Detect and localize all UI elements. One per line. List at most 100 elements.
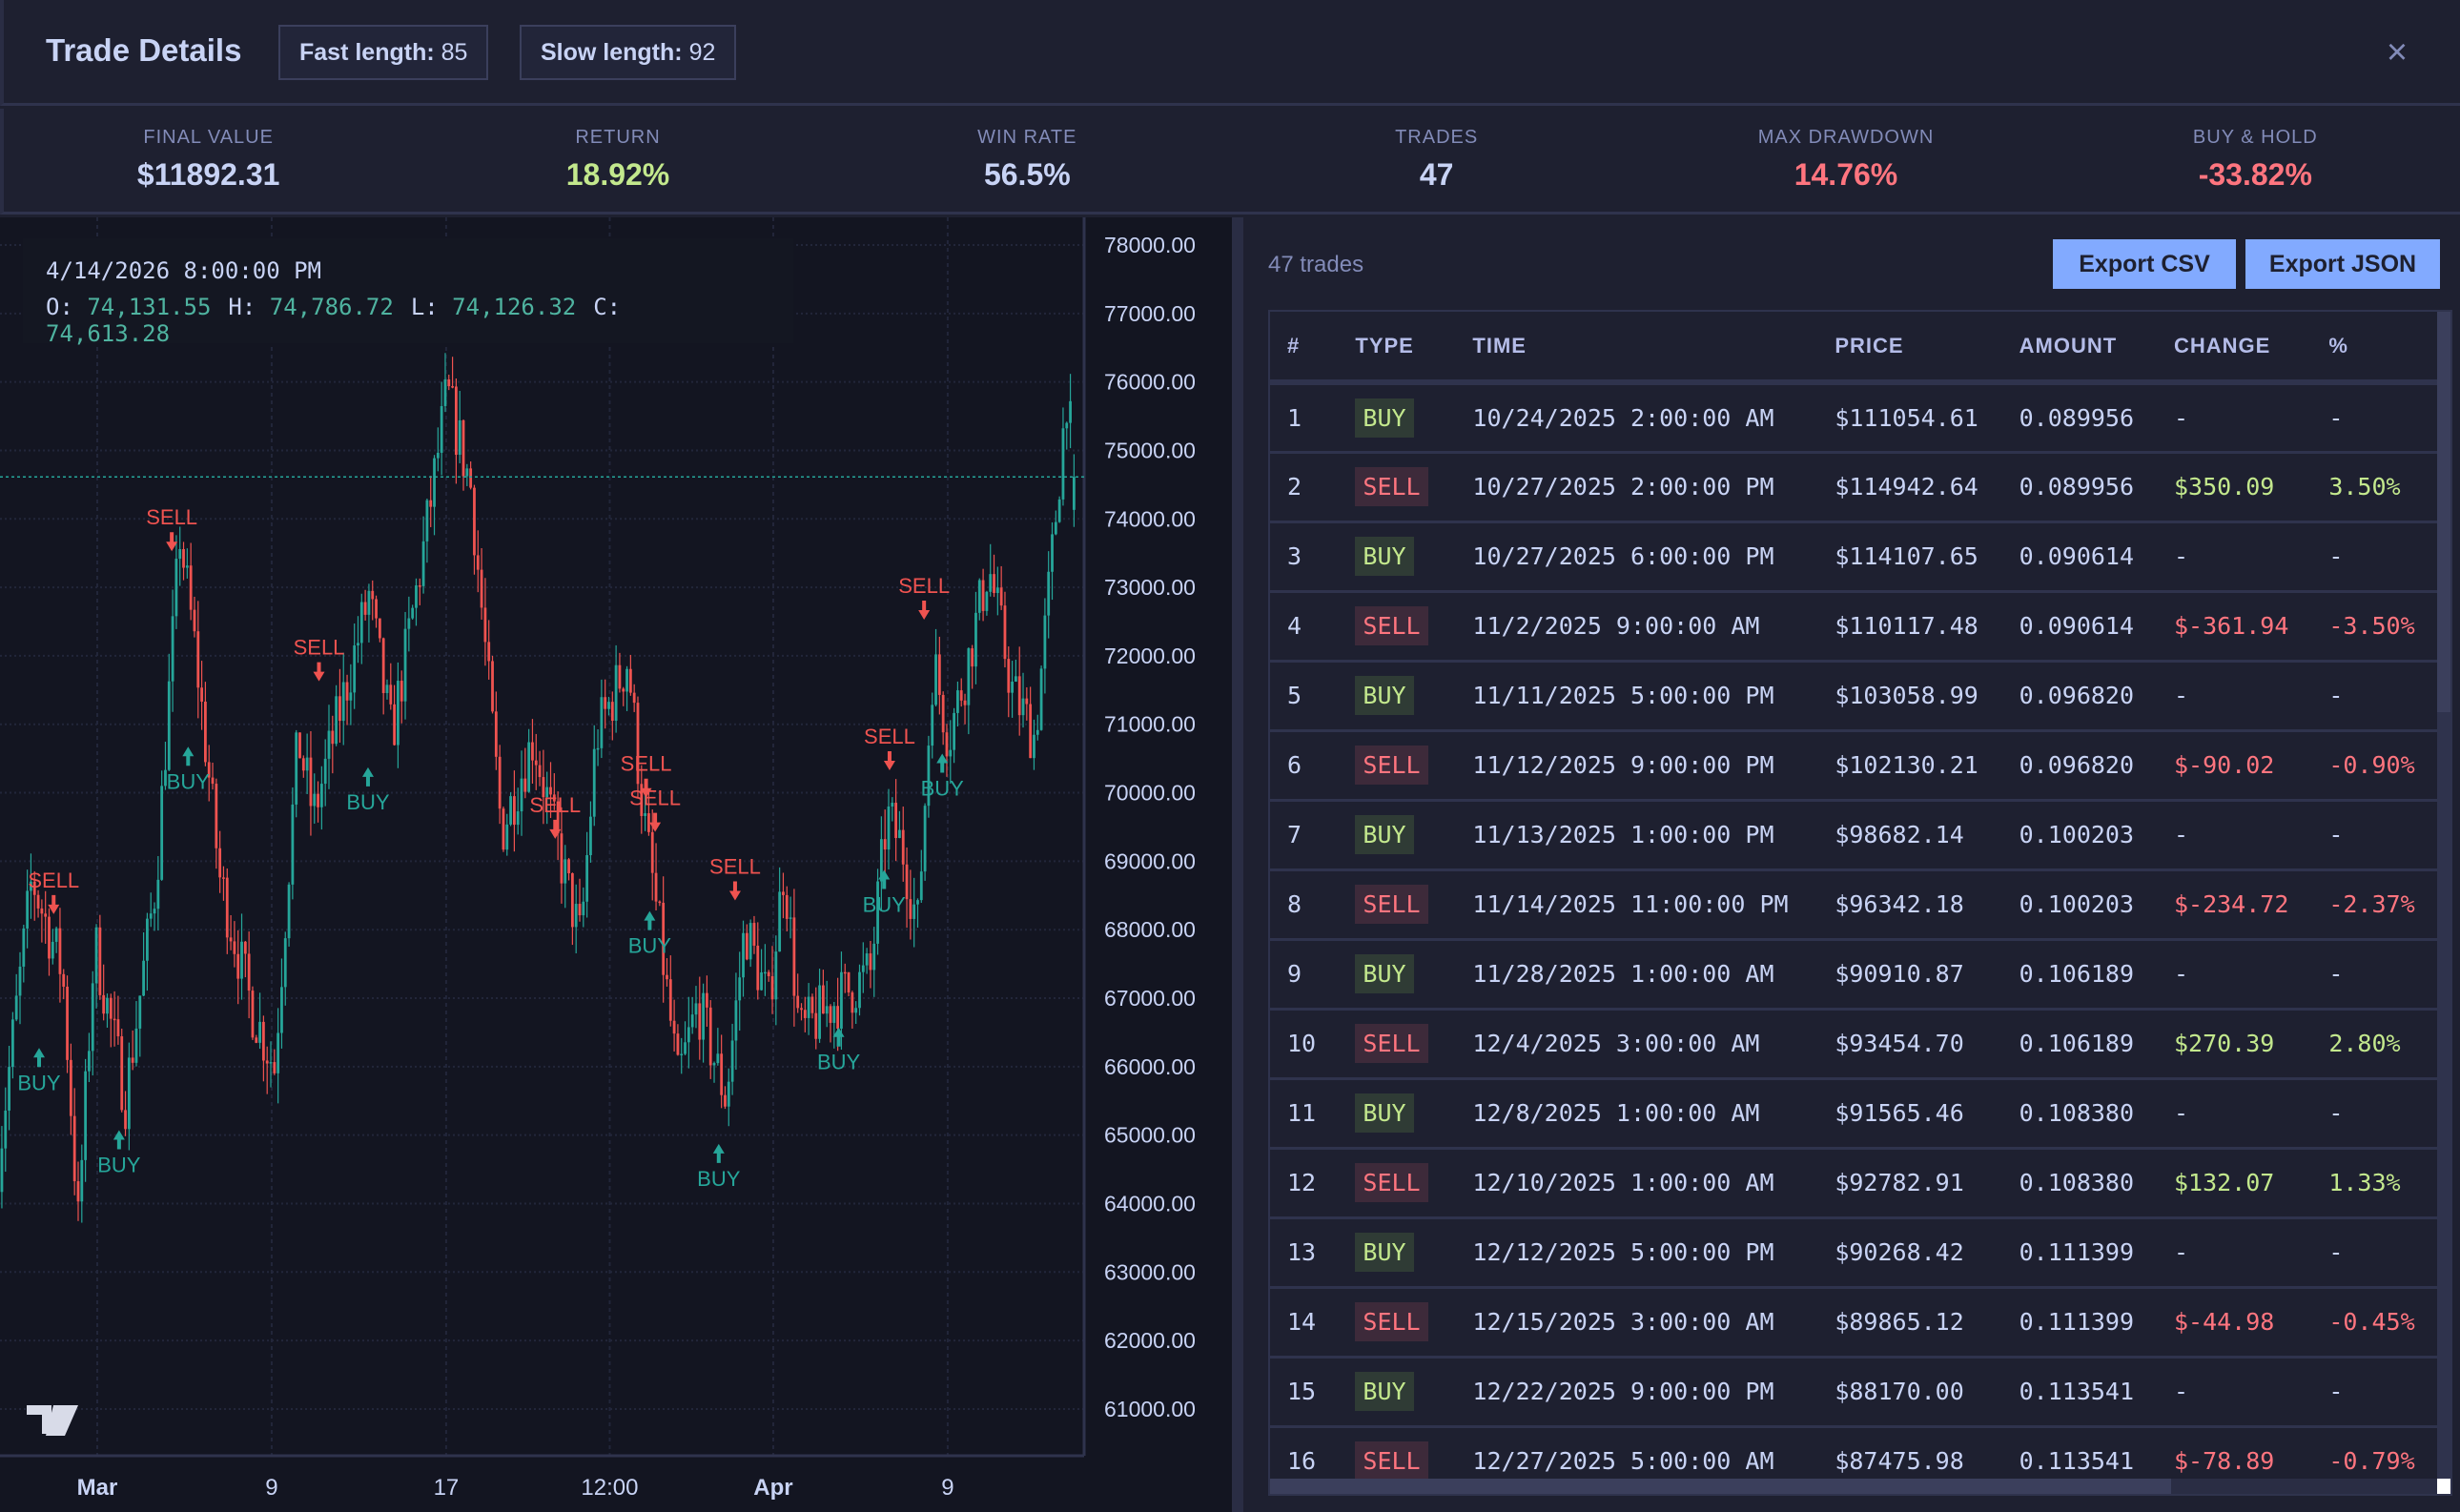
candle-body	[469, 468, 473, 488]
column-header[interactable]: %	[2328, 312, 2450, 385]
table-header-row: # TYPE TIME PRICE AMOUNT CHANGE%	[1270, 312, 2450, 385]
trade-number: 7	[1270, 800, 1356, 871]
table-row[interactable]: 11 BUY 12/8/2025 1:00:00 AM $91565.46 0.1083…	[1270, 1078, 2450, 1150]
table-row[interactable]: 14 SELL 12/15/2025 3:00:00 AM $89865.12 0.11…	[1270, 1287, 2450, 1359]
trades-panel: 47 trades Export CSV Export JSON # TYPE TI…	[1243, 217, 2460, 1512]
table-row[interactable]: 12 SELL 12/10/2025 1:00:00 AM $92782.91 0.10…	[1270, 1148, 2450, 1219]
trade-price: $98682.14	[1835, 800, 2019, 871]
table-row[interactable]: 5 BUY 11/11/2025 5:00:00 PM $103058.99 0.096…	[1270, 661, 2450, 732]
tradingview-logo-icon	[27, 1405, 78, 1436]
candle-body	[840, 971, 843, 1029]
open-label: O:	[46, 294, 73, 320]
x-tick-label: Mar	[77, 1475, 118, 1501]
table-row[interactable]: 10 SELL 12/4/2025 3:00:00 AM $93454.70 0.106…	[1270, 1009, 2450, 1080]
candle-body	[836, 1006, 840, 1029]
vertical-scrollbar[interactable]	[2437, 312, 2450, 1494]
candle-body	[531, 742, 534, 761]
column-header[interactable]: #	[1270, 312, 1356, 385]
close-icon[interactable]: ×	[2386, 32, 2409, 72]
trade-time: 11/13/2025 1:00:00 PM	[1472, 800, 1835, 871]
candle-body	[476, 555, 480, 570]
candle-body	[712, 1063, 716, 1066]
table-row[interactable]: 1 BUY 10/24/2025 2:00:00 AM $111054.61 0.089…	[1270, 382, 2450, 454]
table-row[interactable]: 7 BUY 11/13/2025 1:00:00 PM $98682.14 0.1002…	[1270, 800, 2450, 871]
export-json-button[interactable]: Export JSON	[2245, 239, 2440, 289]
column-header[interactable]: TYPE	[1355, 312, 1473, 385]
scrollbar-thumb[interactable]	[1270, 1479, 2171, 1494]
candle-body	[22, 928, 26, 967]
candle-body	[215, 784, 218, 848]
candle-body	[585, 855, 589, 902]
candle-body	[934, 654, 937, 705]
close-value: 74,613.28	[46, 320, 171, 347]
table-row[interactable]: 9 BUY 11/28/2025 1:00:00 AM $90910.87 0.1061…	[1270, 939, 2450, 1011]
column-header[interactable]: CHANGE	[2173, 312, 2329, 385]
table-row[interactable]: 3 BUY 10/27/2025 6:00:00 PM $114107.65 0.090…	[1270, 521, 2450, 593]
table-row[interactable]: 13 BUY 12/12/2025 5:00:00 PM $90268.42 0.111…	[1270, 1217, 2450, 1289]
chart-canvas[interactable]: 78000.00 77000.00 76000.00 75000.00 74000.00…	[0, 217, 1232, 1512]
stat-label: FINAL VALUE	[143, 127, 274, 148]
x-tick-label: Apr	[753, 1475, 792, 1501]
trade-percent: -	[2328, 1217, 2450, 1289]
y-tick-label: 78000.00	[1104, 233, 1196, 257]
candle-body	[622, 688, 625, 692]
horizontal-scrollbar[interactable]	[1270, 1479, 2441, 1494]
trades-table-container[interactable]: # TYPE TIME PRICE AMOUNT CHANGE% 1 BUY 10/24/20…	[1268, 310, 2452, 1496]
column-header[interactable]: AMOUNT	[2019, 312, 2174, 385]
candle-body	[872, 943, 876, 971]
trade-price: $111054.61	[1835, 382, 2019, 454]
trade-change: -	[2173, 382, 2329, 454]
candle-body	[894, 803, 898, 839]
trade-price: $91565.46	[1835, 1078, 2019, 1150]
candle-body	[1065, 422, 1069, 429]
candle-body	[847, 971, 851, 993]
trade-number: 11	[1270, 1078, 1356, 1150]
buy-arrow-icon	[832, 1027, 845, 1047]
column-header[interactable]: TIME	[1472, 312, 1835, 385]
table-row[interactable]: 15 BUY 12/22/2025 9:00:00 PM $88170.00 0.113…	[1270, 1357, 2450, 1428]
candle-body	[255, 1037, 258, 1043]
high-value: 74,786.72	[269, 294, 394, 320]
buy-arrow-icon	[712, 1143, 725, 1163]
fast-length-badge: Fast length: 85	[278, 25, 489, 80]
buy-marker-label: BUY	[628, 934, 672, 958]
buy-arrow-icon	[33, 1048, 46, 1068]
candle-body	[58, 928, 62, 974]
price-chart[interactable]: 78000.00 77000.00 76000.00 75000.00 74000.00…	[0, 217, 1240, 1512]
candle-body	[760, 971, 763, 991]
table-row[interactable]: 8 SELL 11/14/2025 11:00:00 PM $96342.18 0.10…	[1270, 869, 2450, 941]
y-tick-label: 63000.00	[1104, 1259, 1196, 1284]
candle-body	[8, 1067, 10, 1111]
sell-marker-label: SELL	[146, 505, 197, 529]
candle-body	[1025, 698, 1029, 705]
panel-splitter[interactable]	[1232, 217, 1243, 1512]
candle-body	[171, 616, 174, 682]
candle-body	[589, 816, 592, 856]
table-row[interactable]: 6 SELL 11/12/2025 9:00:00 PM $102130.21 0.09…	[1270, 730, 2450, 802]
table-row[interactable]: 2 SELL 10/27/2025 2:00:00 PM $114942.64 0.08…	[1270, 452, 2450, 523]
scrollbar-thumb[interactable]	[2437, 312, 2450, 712]
column-header[interactable]: PRICE	[1835, 312, 2019, 385]
candle-body	[923, 806, 927, 872]
candle-body	[971, 648, 974, 667]
candle-body	[389, 684, 393, 705]
trade-time: 11/14/2025 11:00:00 PM	[1472, 869, 1835, 941]
type-badge: BUY	[1355, 1233, 1414, 1272]
trade-amount: 0.111399	[2019, 1287, 2174, 1359]
candle-body	[600, 697, 604, 748]
candle-body	[604, 697, 607, 709]
candle-body	[491, 661, 494, 712]
candle-body	[684, 1042, 687, 1054]
candle-body	[927, 746, 931, 807]
candle-body	[767, 971, 770, 977]
trade-time: 11/12/2025 9:00:00 PM	[1472, 730, 1835, 802]
legend-datetime: 4/14/2026 8:00:00 PM	[46, 257, 321, 284]
y-tick-label: 67000.00	[1104, 986, 1196, 1011]
table-row[interactable]: 4 SELL 11/2/2025 9:00:00 AM $110117.48 0.090…	[1270, 591, 2450, 663]
candle-body	[149, 913, 153, 919]
candle-body	[261, 1021, 265, 1061]
candle-body	[687, 1027, 690, 1043]
trade-amount: 0.113541	[2019, 1357, 2174, 1428]
export-csv-button[interactable]: Export CSV	[2053, 239, 2236, 289]
badge-value: 85	[441, 39, 468, 66]
